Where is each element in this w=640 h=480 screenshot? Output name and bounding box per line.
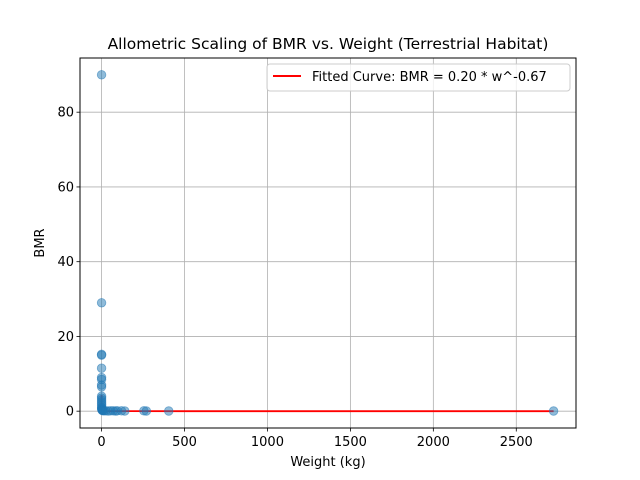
x-tick-label: 500 (172, 435, 197, 450)
x-tick-label: 1000 (251, 435, 284, 450)
scatter-point (96, 70, 107, 80)
plot-area-frame (79, 57, 577, 429)
x-axis: 0 500 1000 1500 2000 2500 (97, 428, 533, 450)
grid (80, 58, 576, 428)
y-tick-label: 0 (66, 405, 74, 420)
y-tick-label: 40 (57, 255, 74, 270)
y-axis: 0 20 40 60 80 (57, 106, 80, 420)
scatter-point (96, 350, 107, 360)
chart-title: Allometric Scaling of BMR vs. Weight (Te… (108, 35, 549, 53)
x-tick-label: 1500 (334, 435, 367, 450)
y-tick-label: 20 (57, 330, 74, 345)
y-tick-label: 60 (57, 180, 74, 195)
scatter-point (548, 406, 559, 416)
legend-box (266, 63, 571, 92)
y-axis-title: BMR (33, 228, 48, 257)
scatter-point (141, 406, 152, 416)
scatter-point (120, 406, 130, 416)
x-tick-label: 0 (97, 435, 105, 450)
x-axis-title: Weight (kg) (290, 455, 365, 470)
scatter-point (164, 406, 174, 416)
legend-label: Fitted Curve: BMR = 0.20 * w^-0.67 (312, 70, 547, 85)
legend: Fitted Curve: BMR = 0.20 * w^-0.67 (266, 63, 571, 92)
scatter-point (96, 298, 107, 308)
scatter-points-layer (96, 70, 559, 416)
y-tick-label: 80 (57, 106, 74, 121)
x-tick-label: 2000 (417, 435, 450, 450)
scatter-point (96, 363, 107, 373)
scatter-point (96, 382, 107, 392)
x-tick-label: 2500 (500, 435, 533, 450)
